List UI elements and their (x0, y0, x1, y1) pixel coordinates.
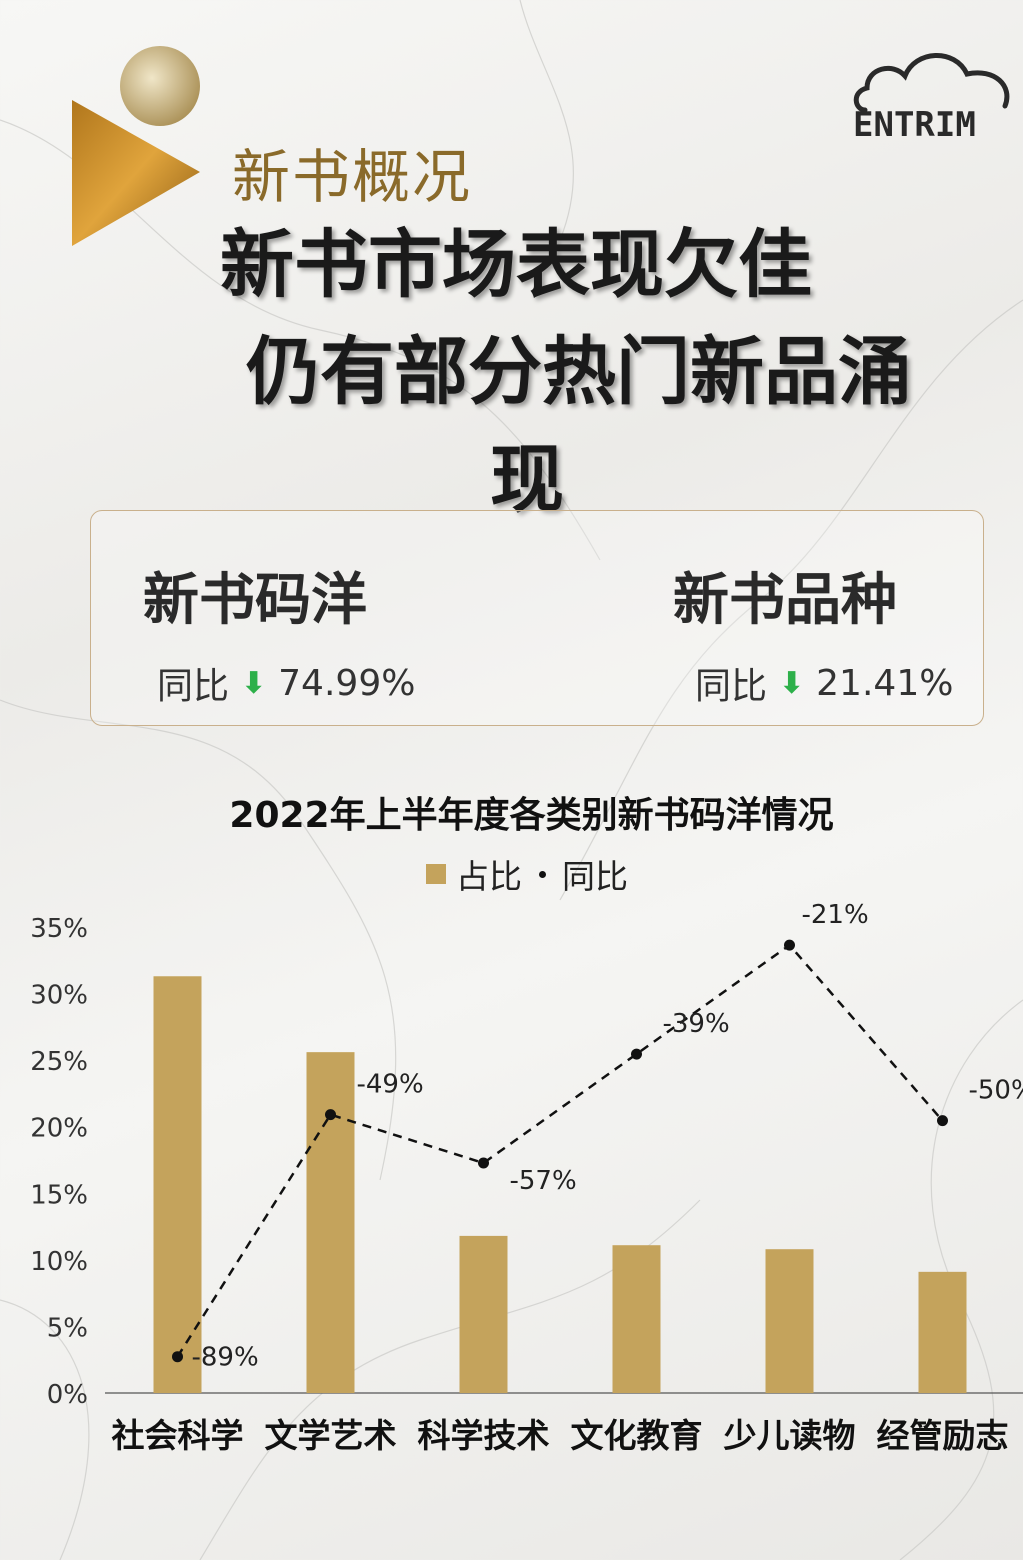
stats-card: 新书码洋 同比 ⬇ 74.99% 新书品种 同比 ⬇ 21.41% (90, 510, 984, 726)
yoy-point (631, 1048, 642, 1060)
bar (918, 1271, 967, 1393)
yoy-point (937, 1115, 948, 1127)
y-tick-label: 5% (47, 1313, 88, 1343)
yoy-line (176, 943, 944, 1358)
category-label: 少儿读物 (724, 1416, 856, 1455)
stat-prefix-titles: 同比 (695, 666, 768, 707)
legend-label-yoy: 同比 (562, 857, 628, 896)
down-arrow-icon: ⬇ (241, 665, 267, 701)
category-label: 科学技术 (418, 1416, 550, 1455)
y-tick-label: 10% (30, 1247, 88, 1277)
bar (612, 1245, 661, 1393)
bar (765, 1249, 814, 1393)
y-tick-label: 15% (30, 1180, 88, 1210)
category-label: 经管励志 (877, 1416, 1009, 1455)
bar (153, 976, 202, 1393)
yoy-data-label: -49% (357, 1070, 424, 1100)
yoy-point (784, 939, 795, 951)
chart-legend: 占比 同比 (426, 850, 628, 898)
headline-line-3: 现 (490, 437, 564, 523)
legend-line-marker (532, 870, 552, 878)
stat-row-sales: 同比 ⬇ 74.99% (157, 657, 415, 709)
stat-title-titles: 新书品种 (673, 568, 897, 633)
yoy-data-label: -39% (663, 1009, 730, 1039)
yoy-point (172, 1351, 183, 1363)
legend-bar-swatch (426, 864, 446, 884)
bar-line-chart: 0% 5% 10% 15% 20% 25% 30% 35% 社会科学 文学艺术 科学技术 文化教育 少儿… (30, 900, 1023, 1455)
y-tick-label: 25% (30, 1047, 88, 1077)
yoy-data-label: -21% (802, 900, 869, 930)
chart-title: 2022年上半年度各类别新书码洋情况 (229, 795, 834, 836)
stat-value-titles: 21.41% (816, 662, 954, 704)
category-label: 文化教育 (571, 1416, 703, 1455)
bar (306, 1052, 355, 1393)
yoy-point (478, 1157, 489, 1169)
category-label: 社会科学 (112, 1416, 244, 1455)
y-tick-label: 30% (30, 981, 88, 1011)
stat-title-sales: 新书码洋 (143, 568, 367, 633)
yoy-data-label: -57% (510, 1166, 577, 1196)
y-tick-label: 35% (30, 914, 88, 944)
legend-label-share: 占比 (456, 857, 522, 896)
entrim-logo: ENTRIM (853, 53, 1010, 145)
headline-line-2: 仍有部分热门新品涌 (246, 329, 912, 415)
category-label: 文学艺术 (265, 1416, 397, 1455)
yoy-data-label: -50% (969, 1076, 1023, 1106)
stat-value-sales: 74.99% (278, 662, 416, 704)
entrim-logo-text: ENTRIM (853, 105, 976, 145)
headline-line-1: 新书市场表现欠佳 (220, 222, 812, 308)
y-tick-label: 20% (30, 1114, 88, 1144)
yoy-point (325, 1109, 336, 1121)
stat-row-titles: 同比 ⬇ 21.41% (695, 657, 953, 709)
yoy-data-label: -89% (192, 1343, 259, 1373)
down-arrow-icon: ⬇ (779, 665, 805, 701)
stat-prefix-sales: 同比 (157, 666, 230, 707)
bar (459, 1235, 508, 1393)
section-label: 新书概况 (232, 143, 473, 211)
y-tick-label: 0% (47, 1380, 88, 1410)
gold-play-logo (72, 46, 200, 246)
